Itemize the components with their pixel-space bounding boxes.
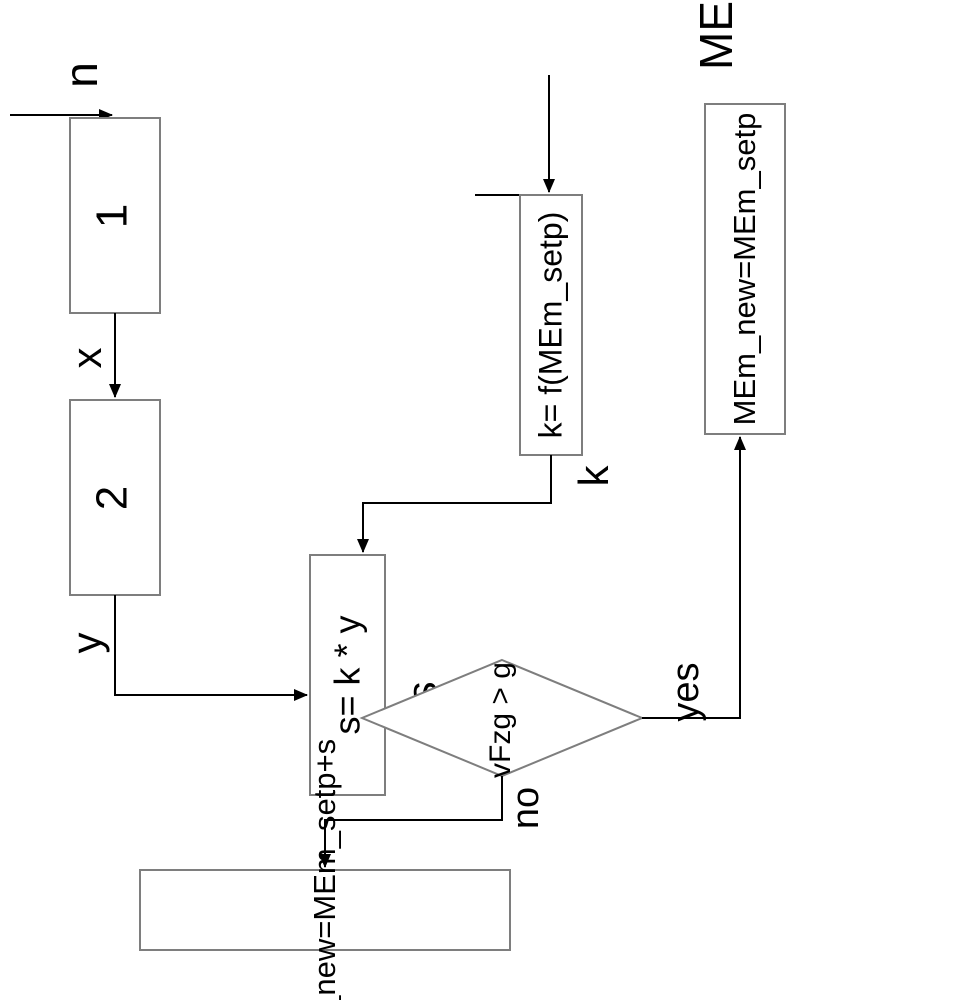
label-x: x (63, 348, 110, 369)
edge-2-to-s (115, 595, 307, 695)
label-yes: yes (665, 662, 707, 721)
label-mem-setp: MEm_setp (690, 0, 742, 70)
label-no: no (505, 787, 547, 829)
label-y: y (63, 633, 110, 654)
node-2-text: 2 (88, 486, 137, 510)
edge-k-to-s (363, 455, 551, 552)
flowchart-canvas: n 1 x 2 y MEm_setp k= f(MEm_setp) k s= k… (0, 0, 978, 1000)
label-n: n (55, 62, 107, 88)
node-s-text: s= k * y (327, 615, 368, 734)
label-k: k (570, 465, 617, 487)
node-out-yes-text: MEm_new=MEm_setp (727, 113, 762, 426)
node-1-text: 1 (88, 204, 137, 228)
node-decision-text: vFzg > g (484, 662, 517, 778)
node-out-no-text: MEm_new=MEm_setp+s (307, 739, 342, 1000)
node-k-text: k= f(MEm_setp) (532, 212, 568, 439)
